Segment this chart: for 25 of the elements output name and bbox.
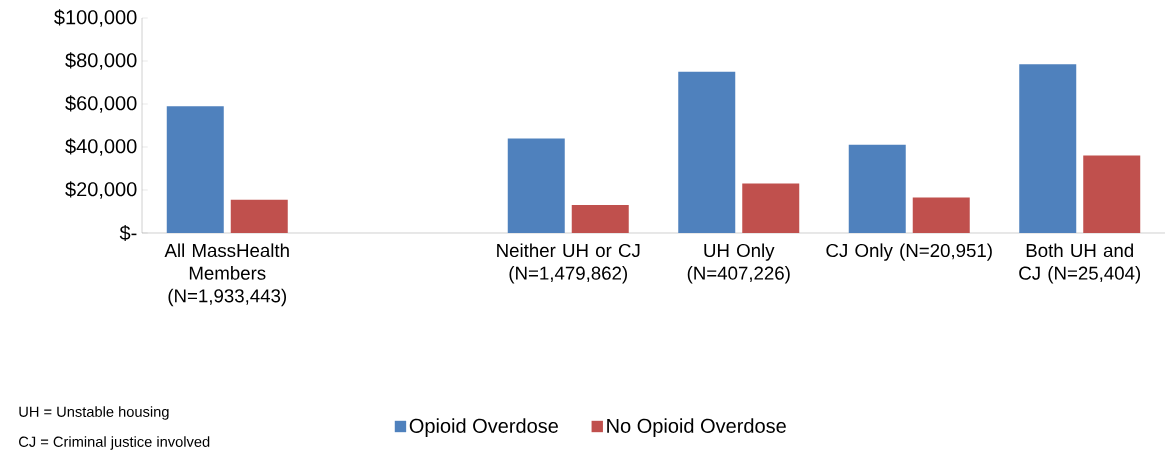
y-tick-label: $- — [119, 224, 137, 242]
legend-label: No Opioid Overdose — [607, 418, 786, 437]
y-tick-label: $60,000 — [65, 95, 137, 113]
bar — [571, 205, 629, 233]
bar — [912, 197, 970, 233]
x-tick-label: CJ Only (N=20,951) — [826, 243, 992, 261]
bar — [166, 106, 224, 233]
text: CJ = Criminal justice involved — [19, 436, 210, 450]
bar — [230, 199, 288, 233]
legend-label: Opioid Overdose — [409, 418, 558, 437]
bar — [678, 71, 736, 233]
x-tick-label: UH Only (N=407,226) — [687, 243, 790, 284]
text: UH = Unstable housing — [19, 406, 169, 420]
bar — [742, 183, 800, 233]
y-tick-label: $20,000 — [65, 181, 137, 199]
y-tick-label: $80,000 — [65, 52, 137, 70]
y-tick-label: $40,000 — [65, 138, 137, 156]
x-tick-label: All MassHealth Members (N=1,933,443) — [164, 243, 289, 307]
bar — [507, 138, 565, 233]
bar — [848, 144, 906, 233]
bar — [1019, 64, 1077, 233]
y-tick-label: $100,000 — [54, 9, 137, 27]
x-tick-label: Both UH and CJ (N=25,404) — [1019, 243, 1141, 284]
x-tick-label: Neither UH or CJ (N=1,479,862) — [497, 243, 640, 284]
bar — [1083, 155, 1141, 233]
